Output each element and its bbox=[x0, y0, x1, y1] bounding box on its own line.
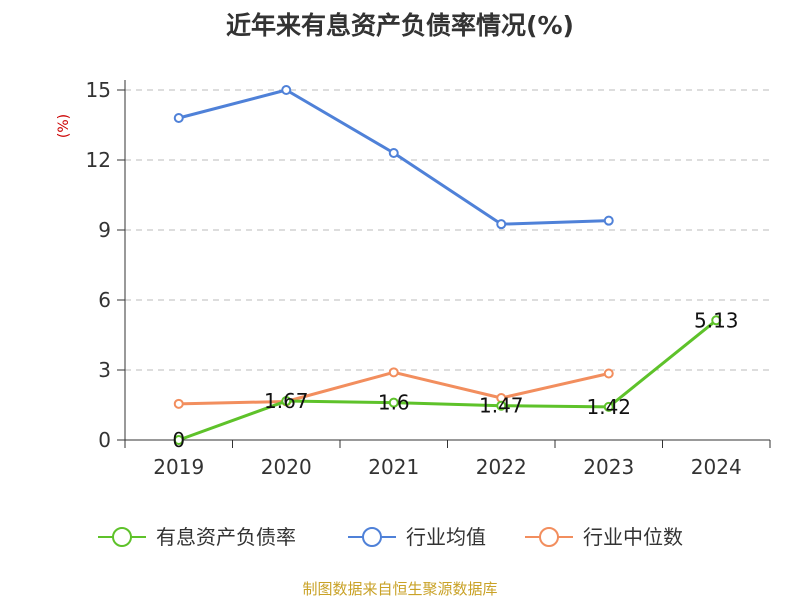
series-line bbox=[177, 318, 718, 442]
legend-marker bbox=[362, 527, 382, 547]
data-point[interactable] bbox=[603, 401, 614, 412]
data-point[interactable] bbox=[173, 435, 184, 445]
grid-lines bbox=[125, 89, 770, 371]
y-tick-label: 0 bbox=[98, 428, 111, 452]
legend-label: 行业均值 bbox=[406, 525, 486, 549]
y-axis-label: (%) bbox=[56, 114, 72, 138]
legend-marker bbox=[539, 527, 559, 547]
data-labels: 0 1.67 1.6 1.47 1.42 5.13 bbox=[172, 308, 738, 452]
data-point[interactable] bbox=[603, 215, 614, 226]
data-point[interactable] bbox=[281, 396, 292, 407]
legend-marker bbox=[112, 527, 132, 547]
data-label: 1.6 bbox=[378, 391, 410, 415]
data-point[interactable] bbox=[388, 148, 399, 158]
data-point[interactable] bbox=[388, 397, 399, 408]
legend-label: 有息资产负债率 bbox=[156, 525, 296, 549]
data-point[interactable] bbox=[173, 398, 184, 409]
data-point[interactable] bbox=[173, 113, 184, 123]
legend-item[interactable]: 有息资产负债率 bbox=[98, 525, 296, 549]
chart-title: 近年来有息资产负债率情况(%) bbox=[226, 11, 574, 40]
x-tick-label: 2022 bbox=[476, 455, 527, 479]
y-tick-label: 12 bbox=[86, 148, 111, 172]
x-tick-label: 2021 bbox=[368, 455, 419, 479]
data-point[interactable] bbox=[388, 367, 399, 378]
series-lines bbox=[173, 85, 722, 445]
data-label: 1.42 bbox=[586, 395, 631, 419]
y-tick-label: 3 bbox=[98, 358, 111, 382]
data-point[interactable] bbox=[603, 368, 614, 379]
y-tick-label: 9 bbox=[98, 218, 111, 242]
data-label: 1.47 bbox=[479, 394, 524, 418]
legend[interactable]: 有息资产负债率 行业均值 行业中位数 bbox=[98, 525, 683, 549]
data-label: 1.67 bbox=[264, 389, 309, 413]
axes: 0 3 6 9 12 15 2019 2020 2021 2022 2023 2024 bbox=[86, 78, 771, 479]
legend-label: 行业中位数 bbox=[583, 525, 683, 549]
x-tick-label: 2024 bbox=[691, 455, 742, 479]
legend-item[interactable]: 行业中位数 bbox=[525, 525, 683, 549]
y-tick-label: 6 bbox=[98, 288, 111, 312]
x-tick-label: 2020 bbox=[261, 455, 312, 479]
source-note: 制图数据来自恒生聚源数据库 bbox=[302, 580, 497, 598]
y-tick-label: 15 bbox=[86, 78, 111, 102]
x-tick-label: 2023 bbox=[583, 455, 634, 479]
data-point[interactable] bbox=[281, 85, 292, 95]
x-tick-label: 2019 bbox=[153, 455, 204, 479]
data-label: 5.13 bbox=[694, 308, 739, 332]
data-point[interactable] bbox=[496, 219, 507, 230]
data-point[interactable] bbox=[496, 400, 507, 411]
legend-item[interactable]: 行业均值 bbox=[348, 525, 486, 549]
data-label: 0 bbox=[172, 428, 185, 452]
data-point[interactable] bbox=[711, 315, 722, 326]
